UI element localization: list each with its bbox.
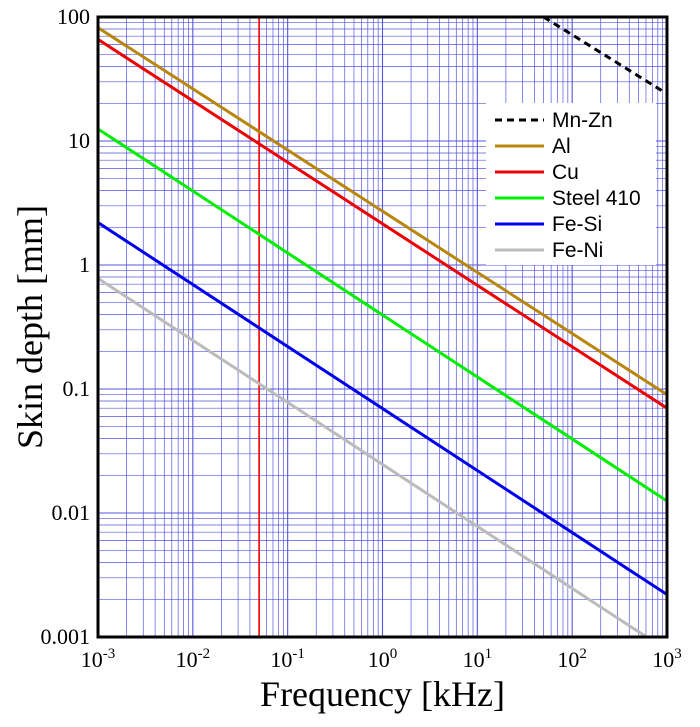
series-line-steel-410 bbox=[98, 127, 667, 503]
x-tick-label: 100 bbox=[368, 646, 398, 672]
y-tick-label: 0.01 bbox=[52, 500, 91, 525]
series-line-mn-zn bbox=[542, 17, 667, 96]
x-tick-labels: 10-3 10-2 10-1 100 101 102 103 bbox=[81, 646, 682, 672]
legend-label: Fe-Ni bbox=[552, 239, 603, 262]
x-tick-label: 101 bbox=[463, 646, 493, 672]
y-tick-label: 1 bbox=[79, 252, 90, 277]
series-line-al bbox=[98, 26, 667, 396]
x-tick-label: 102 bbox=[557, 646, 587, 672]
legend-box bbox=[486, 103, 656, 265]
x-tick-label: 103 bbox=[652, 646, 682, 672]
legend-label: Mn-Zn bbox=[552, 109, 613, 132]
series-line-fe-si bbox=[98, 221, 667, 596]
series-group bbox=[98, 17, 667, 637]
y-tick-labels: 0.001 0.01 0.1 1 10 100 bbox=[41, 4, 91, 649]
legend: Mn-Zn Al Cu Steel 410 Fe-Si Fe-Ni bbox=[486, 103, 656, 265]
plot-frame bbox=[96, 15, 669, 639]
legend-label: Steel 410 bbox=[552, 187, 641, 210]
x-tick-label: 10-3 bbox=[81, 646, 116, 672]
x-tick-label: 10-1 bbox=[270, 646, 305, 672]
legend-label: Cu bbox=[552, 161, 579, 184]
y-tick-label: 10 bbox=[68, 128, 90, 153]
y-tick-label: 0.1 bbox=[63, 376, 91, 401]
legend-label: Al bbox=[552, 135, 571, 158]
x-axis-title: Frequency [kHz] bbox=[260, 674, 505, 714]
grid bbox=[98, 17, 667, 637]
y-tick-label: 0.001 bbox=[41, 624, 91, 649]
y-axis-title: Skin depth [mm] bbox=[10, 205, 50, 449]
series-line-fe-ni bbox=[98, 277, 650, 637]
y-tick-label: 100 bbox=[57, 4, 90, 29]
legend-label: Fe-Si bbox=[552, 213, 602, 236]
x-tick-label: 10-2 bbox=[176, 646, 211, 672]
series-line-cu bbox=[98, 38, 667, 410]
